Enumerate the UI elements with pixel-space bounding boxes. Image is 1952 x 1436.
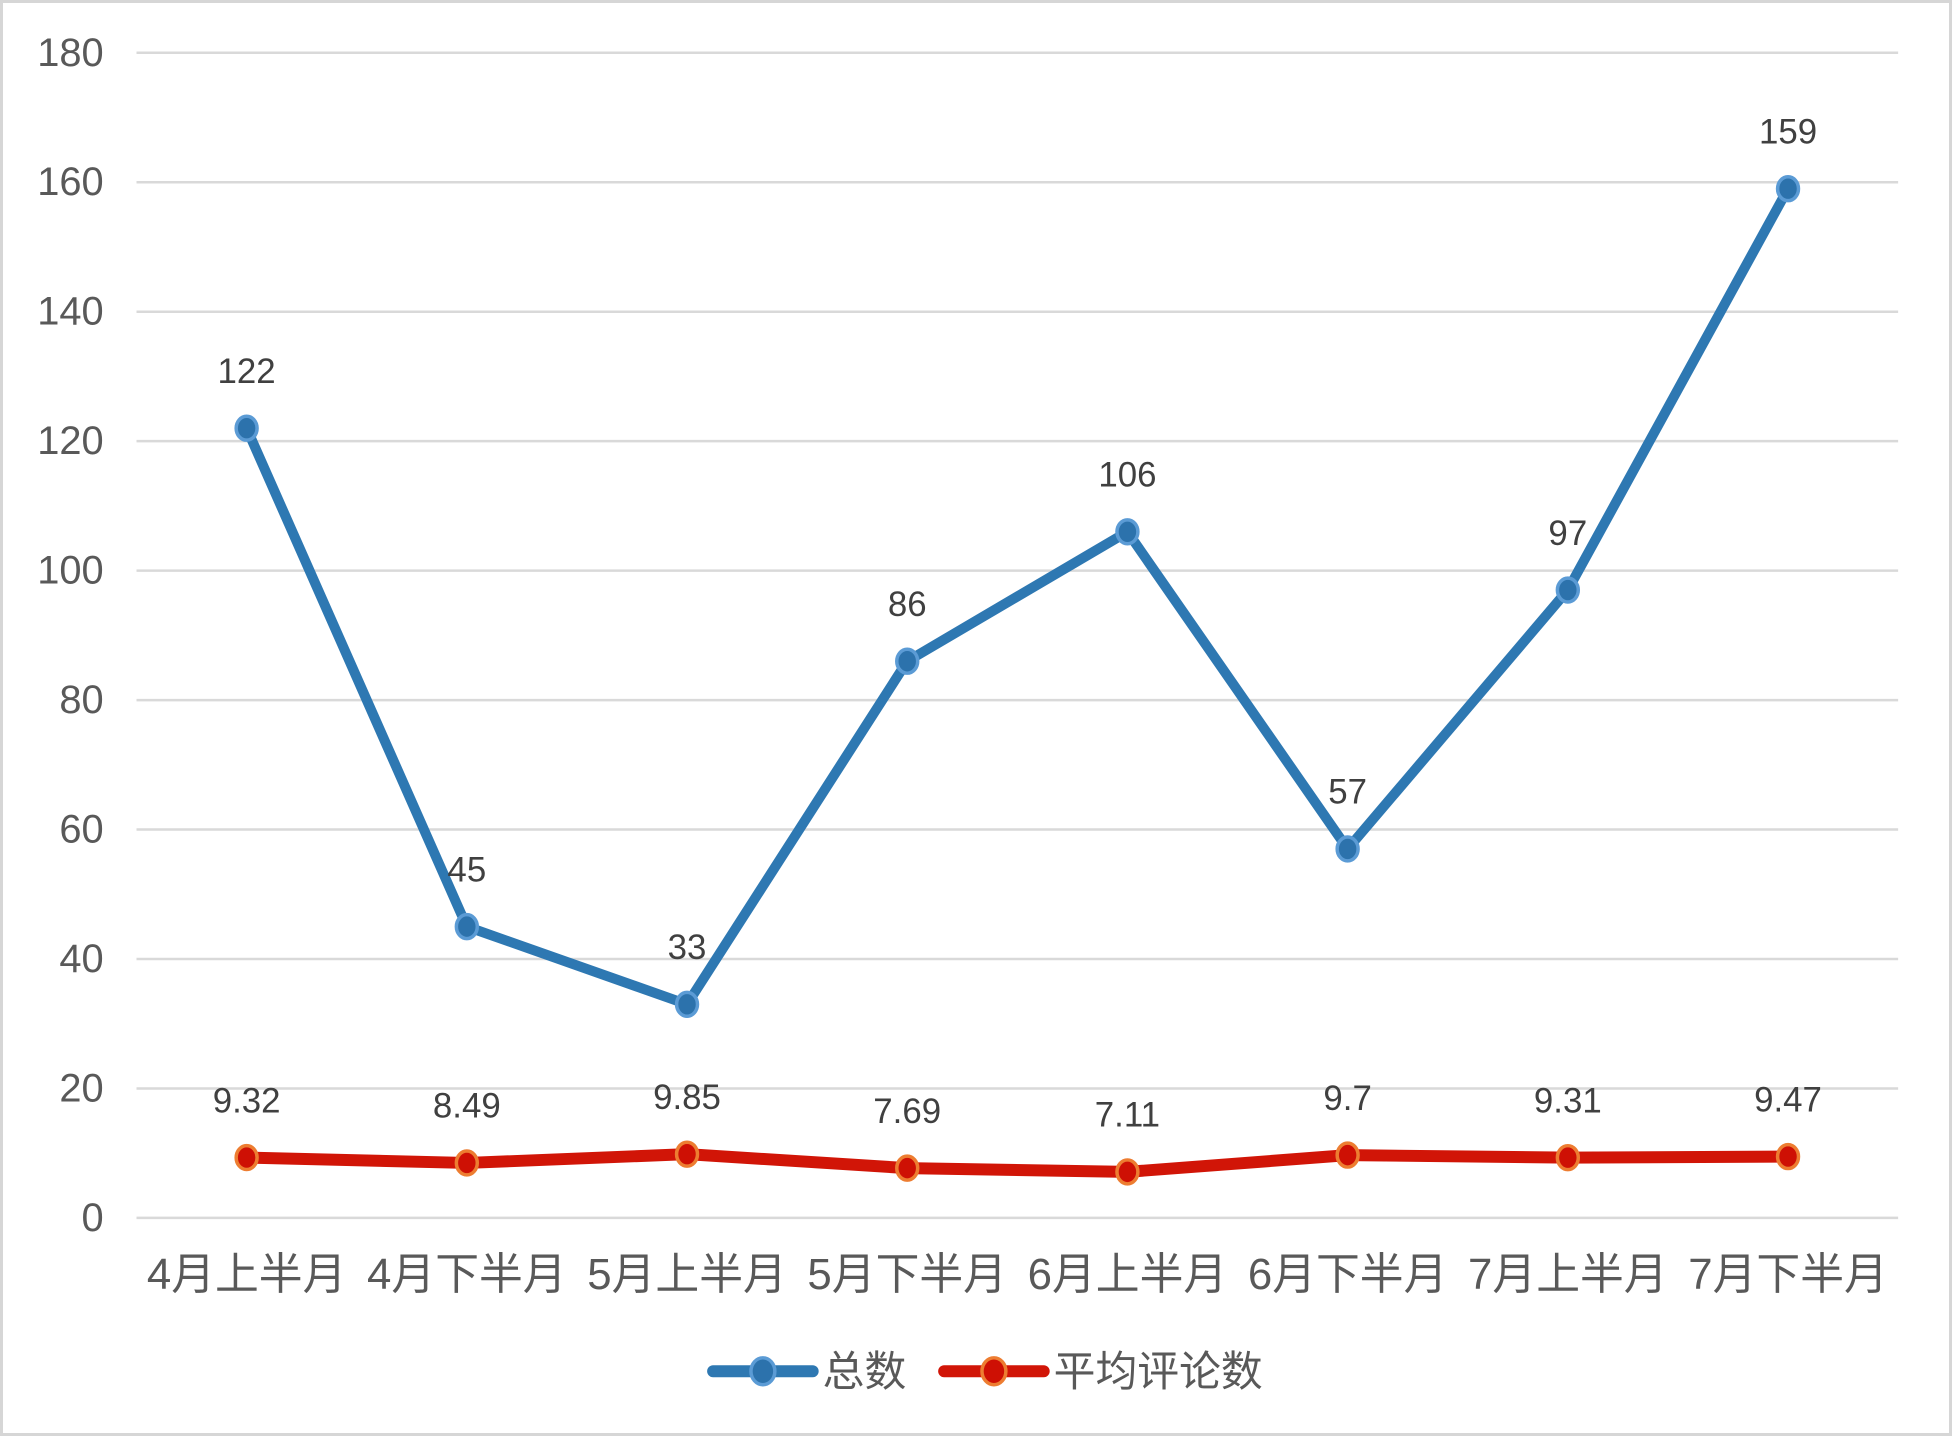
data-point-marker <box>454 1149 480 1177</box>
y-axis-tick: 140 <box>37 290 103 334</box>
data-label: 9.85 <box>653 1078 721 1117</box>
data-label: 57 <box>1328 773 1367 812</box>
data-label: 7.69 <box>873 1092 941 1131</box>
data-point-marker <box>1115 518 1140 546</box>
x-axis-label: 7月上半月 <box>1468 1250 1668 1299</box>
y-axis-tick: 40 <box>59 937 103 981</box>
data-point-marker <box>1115 1158 1140 1186</box>
y-axis-tick: 180 <box>37 31 103 75</box>
y-axis-tick: 60 <box>59 808 103 852</box>
data-label: 122 <box>218 352 276 391</box>
data-point-marker <box>895 647 920 675</box>
legend-label: 总数 <box>823 1348 907 1395</box>
data-point-marker <box>1555 576 1581 604</box>
data-point-marker <box>674 990 700 1018</box>
data-point-marker <box>234 414 259 442</box>
legend-item: 总数 <box>707 1348 907 1395</box>
legend: 总数 平均评论数 <box>707 1348 1263 1395</box>
x-axis-label: 5月下半月 <box>807 1250 1007 1299</box>
series-total: 122 45 33 86 106 57 97 159 <box>218 112 1817 1018</box>
chart-canvas: 0 20 40 60 80 100 120 140 160 180 4月上半月 4月下半月 5月上半月 5… <box>37 31 1899 1395</box>
x-axis-label: 5月上半月 <box>587 1250 787 1299</box>
data-point-marker <box>1555 1143 1581 1172</box>
data-label: 7.11 <box>1095 1096 1160 1135</box>
x-axis-label: 4月上半月 <box>147 1250 347 1299</box>
data-label: 106 <box>1098 456 1156 495</box>
x-axis-label: 6月下半月 <box>1248 1250 1448 1299</box>
y-axis-tick: 120 <box>37 419 103 463</box>
legend-label: 平均评论数 <box>1054 1348 1263 1395</box>
y-axis-tick: 160 <box>37 160 103 204</box>
series-avg-comments: 9.32 8.49 9.85 7.69 7.11 9.7 9.31 9.47 <box>213 1078 1822 1186</box>
legend-marker <box>980 1356 1008 1387</box>
data-label: 9.32 <box>213 1081 281 1120</box>
y-axis-tick: 100 <box>37 549 103 593</box>
data-point-marker <box>1775 1142 1801 1171</box>
data-point-marker <box>895 1154 920 1182</box>
y-axis-tick: 80 <box>59 678 103 722</box>
x-axis: 4月上半月 4月下半月 5月上半月 5月下半月 6月上半月 6月下半月 7月上半月 7月下半月 <box>147 1250 1888 1299</box>
y-axis-tick: 20 <box>59 1066 103 1110</box>
data-point-marker <box>454 912 480 941</box>
data-label: 9.31 <box>1534 1081 1602 1120</box>
data-point-marker <box>1775 175 1801 203</box>
x-axis-label: 4月下半月 <box>367 1250 567 1299</box>
data-label: 159 <box>1759 112 1817 151</box>
x-axis-label: 7月下半月 <box>1688 1250 1888 1299</box>
y-axis: 0 20 40 60 80 100 120 140 160 180 <box>37 31 103 1240</box>
series-line <box>240 1148 1795 1178</box>
data-label: 9.7 <box>1323 1079 1371 1118</box>
data-label: 86 <box>888 585 927 624</box>
series-line <box>241 183 1794 1010</box>
legend-marker <box>749 1356 777 1387</box>
data-label: 33 <box>668 928 707 967</box>
data-label: 9.47 <box>1754 1080 1822 1119</box>
data-point-marker <box>674 1140 700 1168</box>
x-axis-label: 6月上半月 <box>1028 1250 1228 1299</box>
legend-item: 平均评论数 <box>938 1348 1263 1395</box>
gridlines <box>136 51 1899 1220</box>
y-axis-tick: 0 <box>82 1196 104 1240</box>
data-label: 8.49 <box>433 1087 501 1126</box>
data-point-marker <box>1335 1141 1360 1169</box>
data-label: 97 <box>1548 514 1587 553</box>
data-point-marker <box>1335 835 1360 863</box>
data-label: 45 <box>447 850 486 889</box>
data-point-marker <box>234 1143 259 1172</box>
